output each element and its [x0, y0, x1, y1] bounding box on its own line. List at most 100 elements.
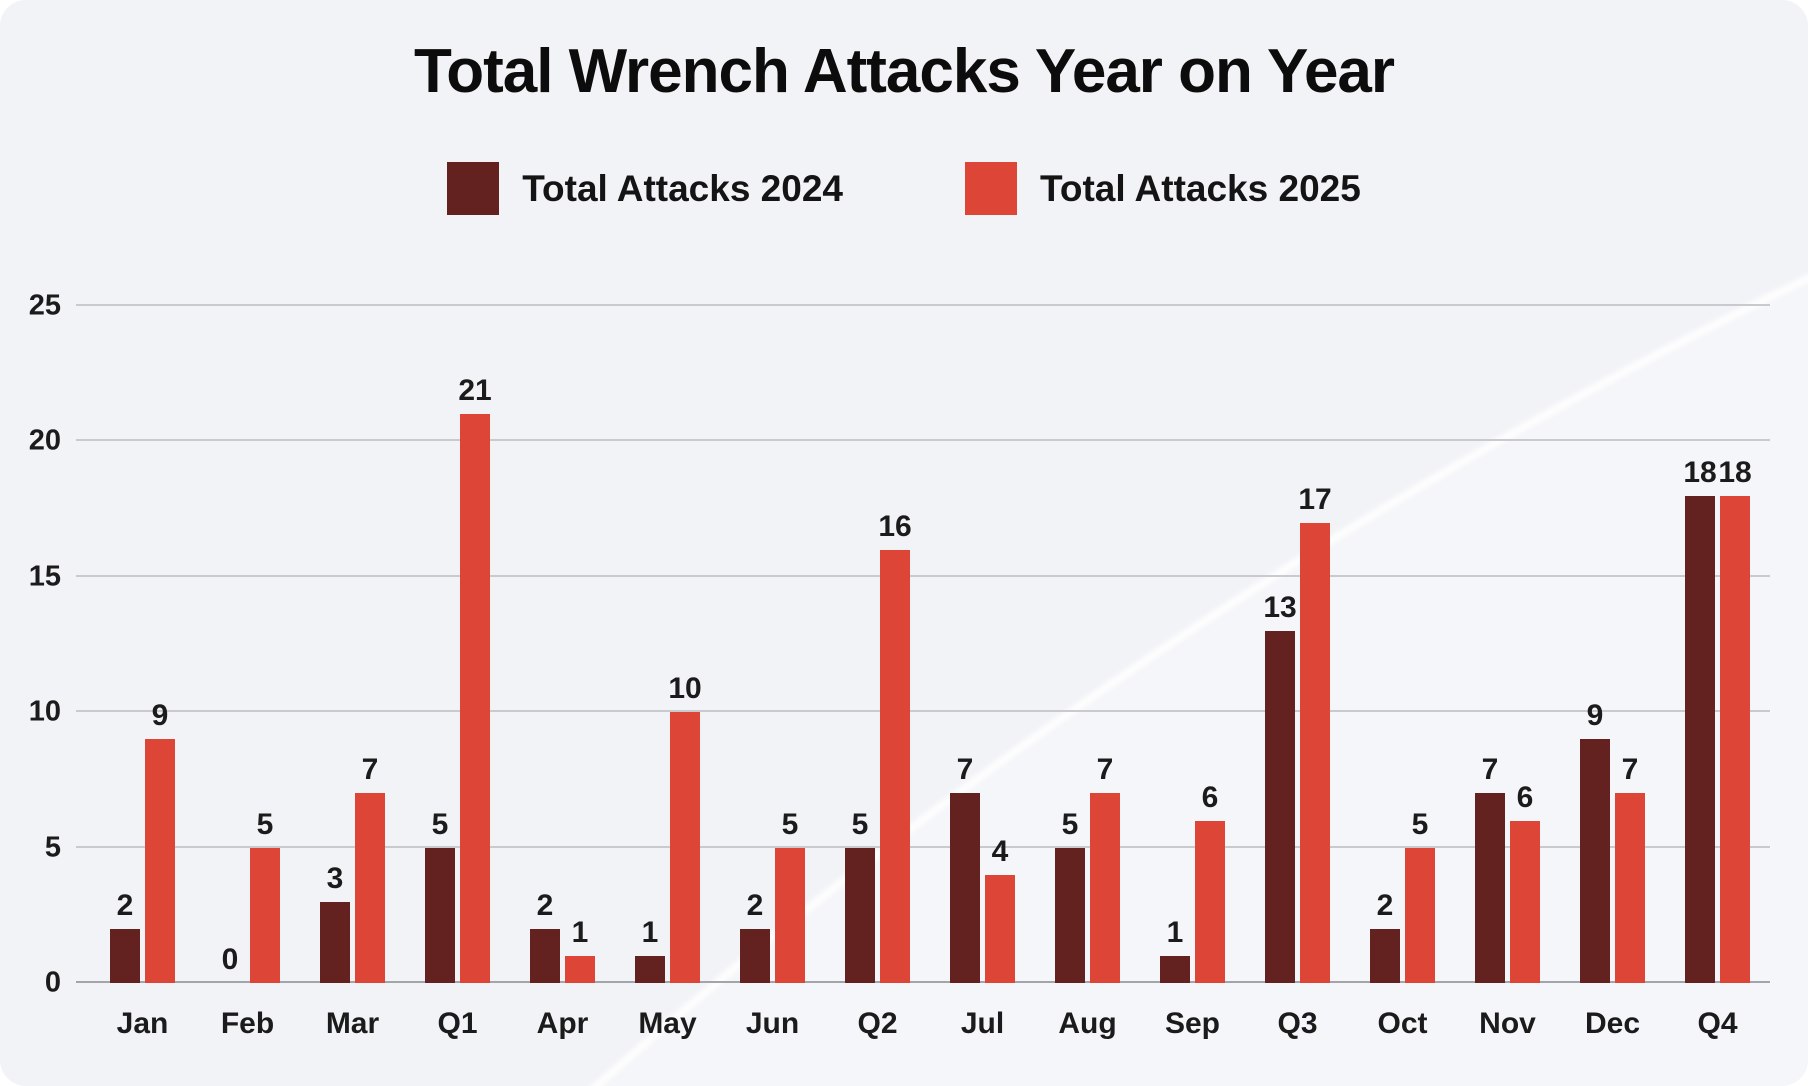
bar-value-label: 9: [1586, 699, 1604, 733]
bar-column: 4: [985, 834, 1015, 983]
bar-2024: [1475, 793, 1505, 983]
bar-group: 2 9 Jan: [110, 701, 175, 1039]
bar-group: 5 16 Q2: [845, 511, 912, 1039]
bar-2025: [1405, 847, 1435, 983]
bar-column: 5: [1405, 809, 1435, 983]
bar-value-label: 2: [746, 888, 764, 922]
x-axis-category-label: Dec: [1584, 1007, 1641, 1040]
bar-2024: [1265, 630, 1295, 983]
x-axis-category-label: Jul: [960, 1007, 1005, 1040]
bar-group: 7 6 Nov: [1475, 755, 1540, 1039]
bar-column: 2: [740, 888, 770, 983]
bar-value-label: 5: [431, 807, 449, 841]
bar-column: 5: [250, 809, 280, 983]
bar-value-label: 21: [458, 374, 492, 408]
bar-2024: [1160, 955, 1190, 983]
bar-value-label: 7: [1481, 753, 1499, 787]
bar-2025: [460, 414, 490, 983]
bar-group: 1 6 Sep: [1160, 780, 1225, 1039]
legend-label: Total Attacks 2024: [522, 167, 843, 209]
bar-group: 5 21 Q1: [425, 374, 492, 1039]
bar-value-label: 18: [1718, 455, 1752, 489]
bar-2025: [670, 712, 700, 983]
bar-column: 5: [775, 807, 805, 983]
bar-2024: [740, 928, 770, 983]
bar-2024: [1580, 739, 1610, 983]
bar-2025: [565, 955, 595, 983]
bar-column: 7: [1090, 755, 1120, 983]
bar-2024: [845, 847, 875, 983]
bar-2025: [1615, 793, 1645, 983]
bar-column: 16: [878, 511, 912, 983]
bar-column: 17: [1298, 482, 1332, 983]
bar-group: 5 7 Aug: [1055, 755, 1120, 1039]
bar-2025: [1300, 522, 1330, 983]
x-axis-category-label: Q4: [1697, 1007, 1738, 1040]
x-axis-category-label: Oct: [1377, 1007, 1428, 1040]
bar-column: 5: [425, 807, 455, 983]
bar-column: 6: [1195, 780, 1225, 983]
x-axis-category-label: Q3: [1277, 1007, 1318, 1040]
bar-value-label: 5: [1061, 807, 1079, 841]
bar-2025: [355, 793, 385, 983]
bar-groups: 2 9 Jan 0 5 Feb 3 7 Mar 5 21 Q1 2 1 Apr 1 10 May 2 5 Jun 5 16 Q…: [76, 306, 1770, 1039]
bar-column: 6: [1510, 782, 1540, 983]
y-axis-tick-label: 0: [44, 966, 61, 999]
bar-value-label: 9: [151, 699, 169, 733]
chart-title: Total Wrench Attacks Year on Year: [413, 37, 1395, 106]
bar-group: 7 4 Jul: [950, 755, 1015, 1039]
bar-group: 2 5 Jun: [740, 807, 805, 1039]
bar-column: 2: [110, 888, 140, 983]
bar-value-label: 17: [1298, 482, 1332, 516]
y-axis-tick-label: 25: [28, 289, 61, 322]
bar-column: 9: [145, 701, 175, 983]
bar-column: 9: [1580, 701, 1610, 983]
bar-value-label: 7: [361, 753, 379, 787]
bar-2025: [250, 847, 280, 983]
x-axis-category-label: Mar: [325, 1007, 380, 1040]
y-axis-tick-label: 5: [44, 831, 61, 864]
bar-2024: [635, 955, 665, 983]
bar-value-label: 13: [1263, 590, 1297, 624]
bar-value-label: 1: [641, 915, 659, 949]
bar-value-label: 7: [956, 753, 974, 787]
bar-2025: [775, 847, 805, 983]
x-axis-category-label: Apr: [536, 1007, 589, 1040]
x-axis-category-label: Feb: [220, 1007, 275, 1040]
legend-item: Total Attacks 2024: [447, 162, 843, 215]
bar-group: 9 7 Dec: [1580, 701, 1645, 1039]
bar-value-label: 4: [991, 834, 1009, 868]
y-axis-tick-label: 15: [28, 560, 61, 593]
bar-2025: [1720, 495, 1750, 983]
bar-value-label: 18: [1683, 455, 1717, 489]
legend-swatch-icon: [447, 162, 500, 215]
x-axis-category-label: Sep: [1164, 1007, 1221, 1040]
bar-2024: [950, 793, 980, 983]
bar-2024: [320, 901, 350, 983]
bar-column: 2: [530, 890, 560, 983]
bar-2024: [1370, 928, 1400, 983]
bar-2025: [145, 739, 175, 983]
bar-column: 13: [1263, 590, 1297, 983]
bar-2025: [1510, 820, 1540, 983]
bar-value-label: 7: [1096, 753, 1114, 787]
bar-column: 7: [950, 755, 980, 983]
bar-2024: [110, 928, 140, 983]
bar-2025: [1090, 793, 1120, 983]
bar-column: 18: [1718, 455, 1752, 983]
bar-value-label: 5: [781, 807, 799, 841]
bar-value-label: 2: [1376, 888, 1394, 922]
bar-column: 5: [1055, 807, 1085, 983]
bar-2025: [880, 549, 910, 983]
bar-column: 7: [1475, 755, 1505, 983]
legend-item: Total Attacks 2025: [965, 162, 1361, 215]
bar-column: 5: [845, 809, 875, 983]
bar-2025: [1195, 820, 1225, 983]
bar-value-label: 6: [1201, 780, 1219, 814]
chart-legend: Total Attacks 2024 Total Attacks 2025: [0, 162, 1808, 215]
bar-column: 21: [458, 374, 492, 983]
y-axis-tick-label: 20: [28, 424, 61, 457]
bar-column: 7: [1615, 755, 1645, 983]
bar-value-label: 2: [116, 888, 134, 922]
